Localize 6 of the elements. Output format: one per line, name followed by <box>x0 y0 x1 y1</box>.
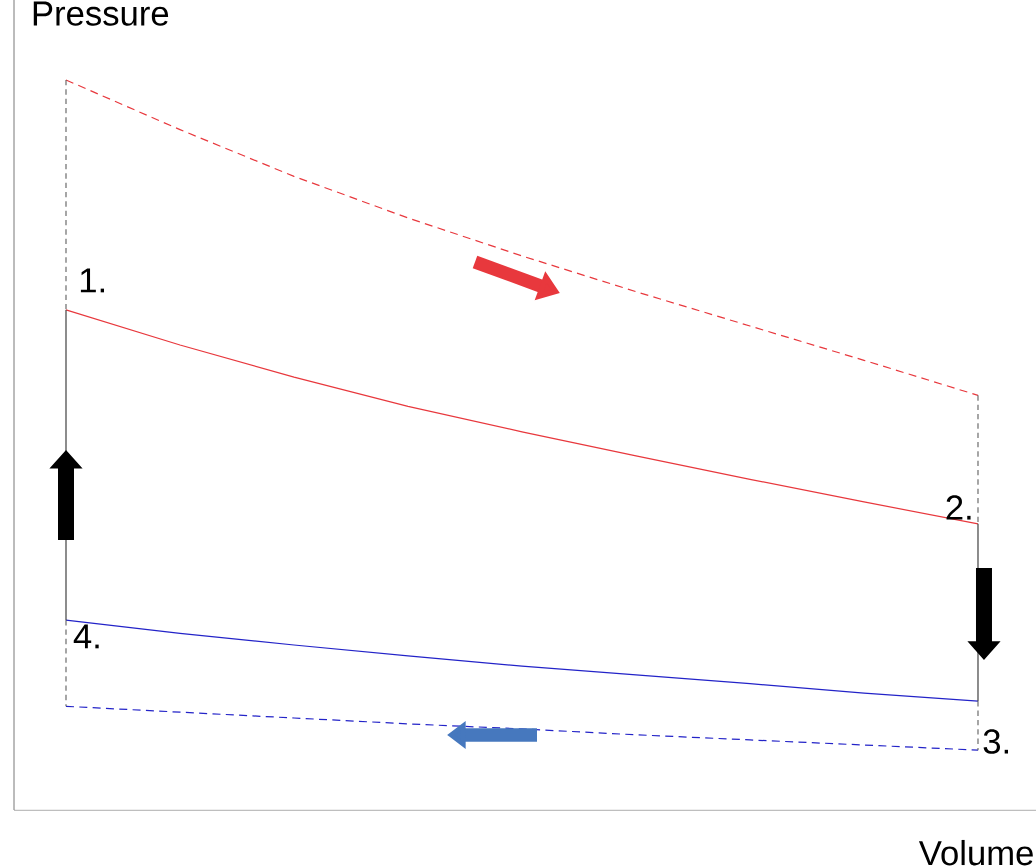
annotation: 3. <box>983 729 1008 754</box>
annotation: 4. <box>73 624 99 649</box>
x-axis-title: Volume <box>918 839 1033 866</box>
y-axis-title: Pressure <box>33 1 169 26</box>
annotation: 2. <box>946 495 971 520</box>
annotation: 1. <box>80 268 104 293</box>
